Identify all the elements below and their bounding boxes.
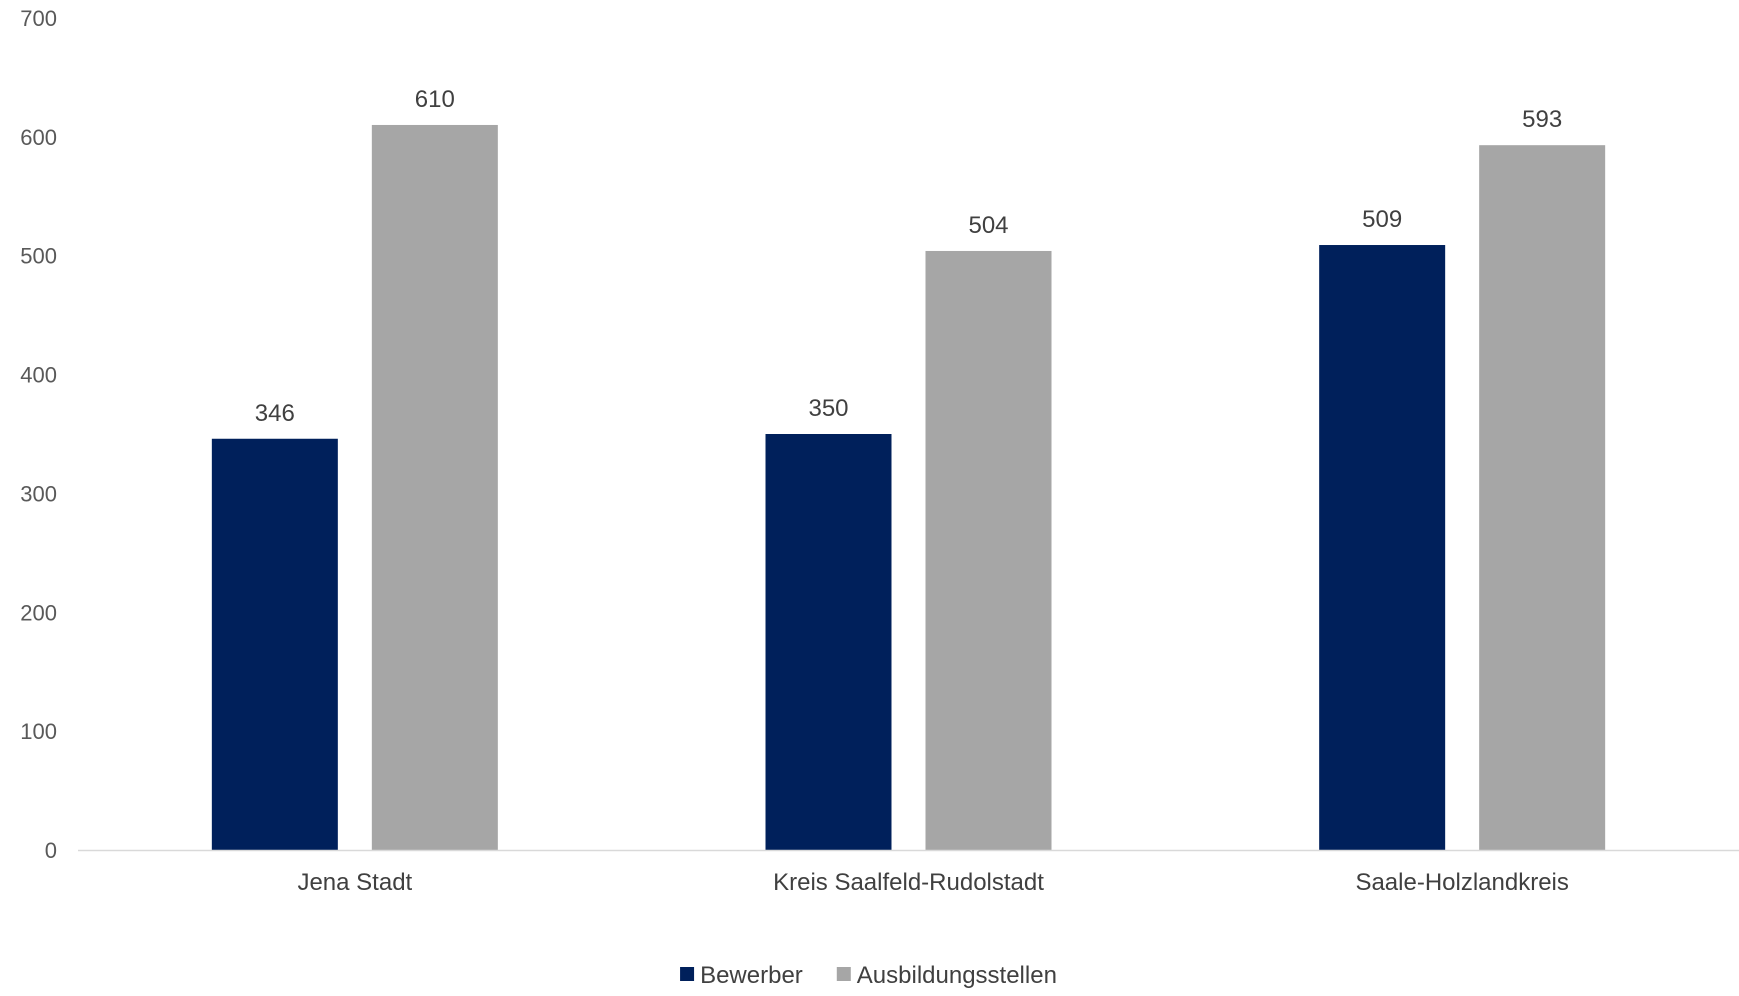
bar-bewerber-3[interactable] bbox=[1319, 245, 1446, 850]
x-category-label: Saale-Holzlandkreis bbox=[1355, 869, 1568, 896]
data-labels-group: 346 610 350 504 509 593 bbox=[255, 86, 1562, 427]
data-label: 346 bbox=[255, 400, 295, 427]
bar-bewerber-2[interactable] bbox=[765, 434, 892, 850]
legend-swatch bbox=[680, 967, 695, 981]
y-tick-label: 300 bbox=[20, 481, 57, 506]
y-tick-label: 600 bbox=[20, 125, 57, 150]
legend-item-ausbildungsstellen[interactable]: Ausbildungsstellen bbox=[836, 962, 1057, 989]
data-label: 593 bbox=[1522, 106, 1562, 133]
legend-label: Bewerber bbox=[700, 962, 803, 989]
data-label: 509 bbox=[1362, 206, 1402, 233]
legend-swatch bbox=[836, 967, 851, 981]
x-axis-category-labels: Jena Stadt Kreis Saalfeld-Rudolstadt Saale… bbox=[297, 869, 1568, 896]
bar-ausbildungsstellen-2[interactable] bbox=[925, 250, 1052, 850]
data-label: 504 bbox=[968, 212, 1008, 239]
y-tick-label: 500 bbox=[20, 244, 57, 269]
y-tick-label: 700 bbox=[20, 6, 57, 31]
data-label: 610 bbox=[415, 86, 455, 113]
bar-ausbildungsstellen-1[interactable] bbox=[371, 124, 498, 850]
y-tick-label: 200 bbox=[20, 600, 57, 625]
y-tick-label: 400 bbox=[20, 363, 57, 388]
legend[interactable]: Bewerber Ausbildungsstellen bbox=[680, 962, 1057, 989]
bar-ausbildungsstellen-3[interactable] bbox=[1479, 145, 1606, 851]
y-axis-ticks: 0 100 200 300 400 500 600 700 bbox=[20, 6, 57, 863]
x-category-label: Kreis Saalfeld-Rudolstadt bbox=[773, 869, 1044, 896]
legend-label: Ausbildungsstellen bbox=[857, 962, 1057, 989]
bar-series-group bbox=[211, 124, 1606, 851]
bar-bewerber-1[interactable] bbox=[211, 438, 338, 850]
y-tick-label: 0 bbox=[45, 838, 57, 863]
x-category-label: Jena Stadt bbox=[297, 869, 412, 896]
legend-item-bewerber[interactable]: Bewerber bbox=[680, 962, 803, 989]
data-label: 350 bbox=[808, 395, 848, 422]
y-tick-label: 100 bbox=[20, 719, 57, 744]
